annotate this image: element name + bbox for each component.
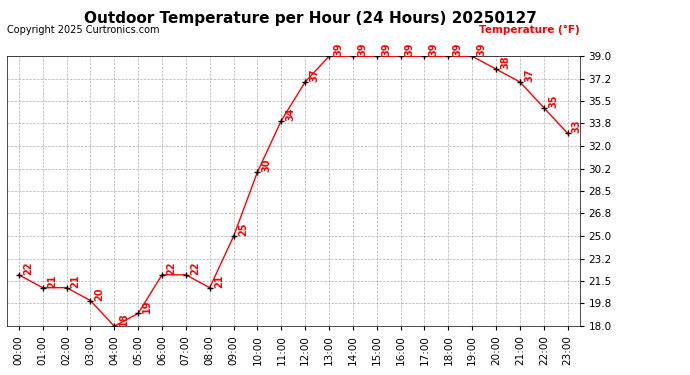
Text: 22: 22: [166, 261, 176, 275]
Text: 39: 39: [357, 43, 367, 56]
Text: 18: 18: [119, 313, 128, 326]
Text: Copyright 2025 Curtronics.com: Copyright 2025 Curtronics.com: [7, 25, 159, 34]
Text: 39: 39: [476, 43, 486, 56]
Text: 37: 37: [524, 69, 534, 82]
Text: 19: 19: [142, 300, 152, 313]
Text: 39: 39: [333, 43, 343, 56]
Text: 37: 37: [309, 69, 319, 82]
Text: 21: 21: [70, 274, 81, 288]
Text: 22: 22: [190, 261, 200, 275]
Text: 39: 39: [428, 43, 439, 56]
Text: 38: 38: [500, 56, 510, 69]
Text: 21: 21: [214, 274, 224, 288]
Text: 21: 21: [47, 274, 57, 288]
Text: 22: 22: [23, 261, 33, 275]
Text: 30: 30: [262, 159, 272, 172]
Text: 39: 39: [453, 43, 462, 56]
Text: 35: 35: [548, 94, 558, 108]
Text: Outdoor Temperature per Hour (24 Hours) 20250127: Outdoor Temperature per Hour (24 Hours) …: [84, 11, 537, 26]
Text: 39: 39: [381, 43, 391, 56]
Text: 34: 34: [286, 107, 295, 120]
Text: 20: 20: [95, 287, 105, 300]
Text: 25: 25: [238, 223, 248, 236]
Text: 39: 39: [405, 43, 415, 56]
Text: 33: 33: [572, 120, 582, 134]
Text: Temperature (°F): Temperature (°F): [479, 25, 580, 34]
